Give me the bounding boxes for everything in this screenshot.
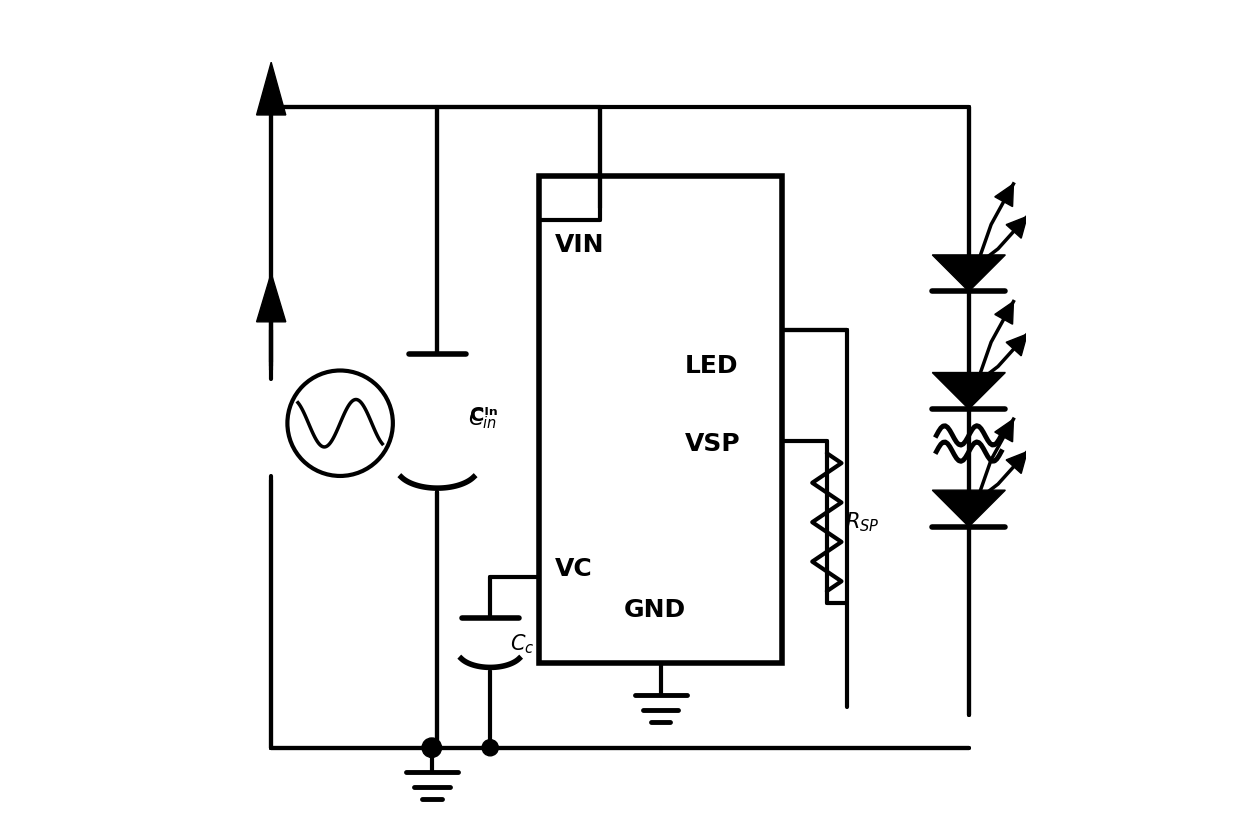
Polygon shape [932, 373, 1006, 409]
Bar [539, 176, 782, 663]
Text: VIN: VIN [556, 233, 605, 256]
Polygon shape [1006, 452, 1027, 474]
Text: LED: LED [684, 354, 738, 379]
Polygon shape [994, 301, 1013, 324]
Polygon shape [994, 419, 1013, 442]
Circle shape [422, 738, 441, 758]
Polygon shape [994, 184, 1013, 207]
Polygon shape [932, 255, 1006, 291]
Text: $R_{SP}$: $R_{SP}$ [844, 510, 879, 534]
Polygon shape [257, 274, 285, 322]
Polygon shape [1006, 217, 1027, 239]
Text: Cᴵⁿ: Cᴵⁿ [470, 405, 497, 425]
Polygon shape [932, 490, 1006, 527]
Text: GND: GND [624, 598, 686, 622]
Circle shape [482, 740, 498, 756]
Text: $C_{in}$: $C_{in}$ [469, 407, 497, 431]
Polygon shape [1006, 334, 1027, 356]
Text: VC: VC [556, 558, 593, 581]
Text: $C_c$: $C_c$ [511, 632, 534, 656]
Polygon shape [257, 62, 285, 115]
Text: VSP: VSP [684, 431, 740, 456]
